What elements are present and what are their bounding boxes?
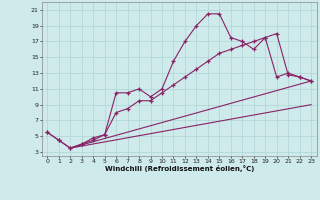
- X-axis label: Windchill (Refroidissement éolien,°C): Windchill (Refroidissement éolien,°C): [105, 165, 254, 172]
